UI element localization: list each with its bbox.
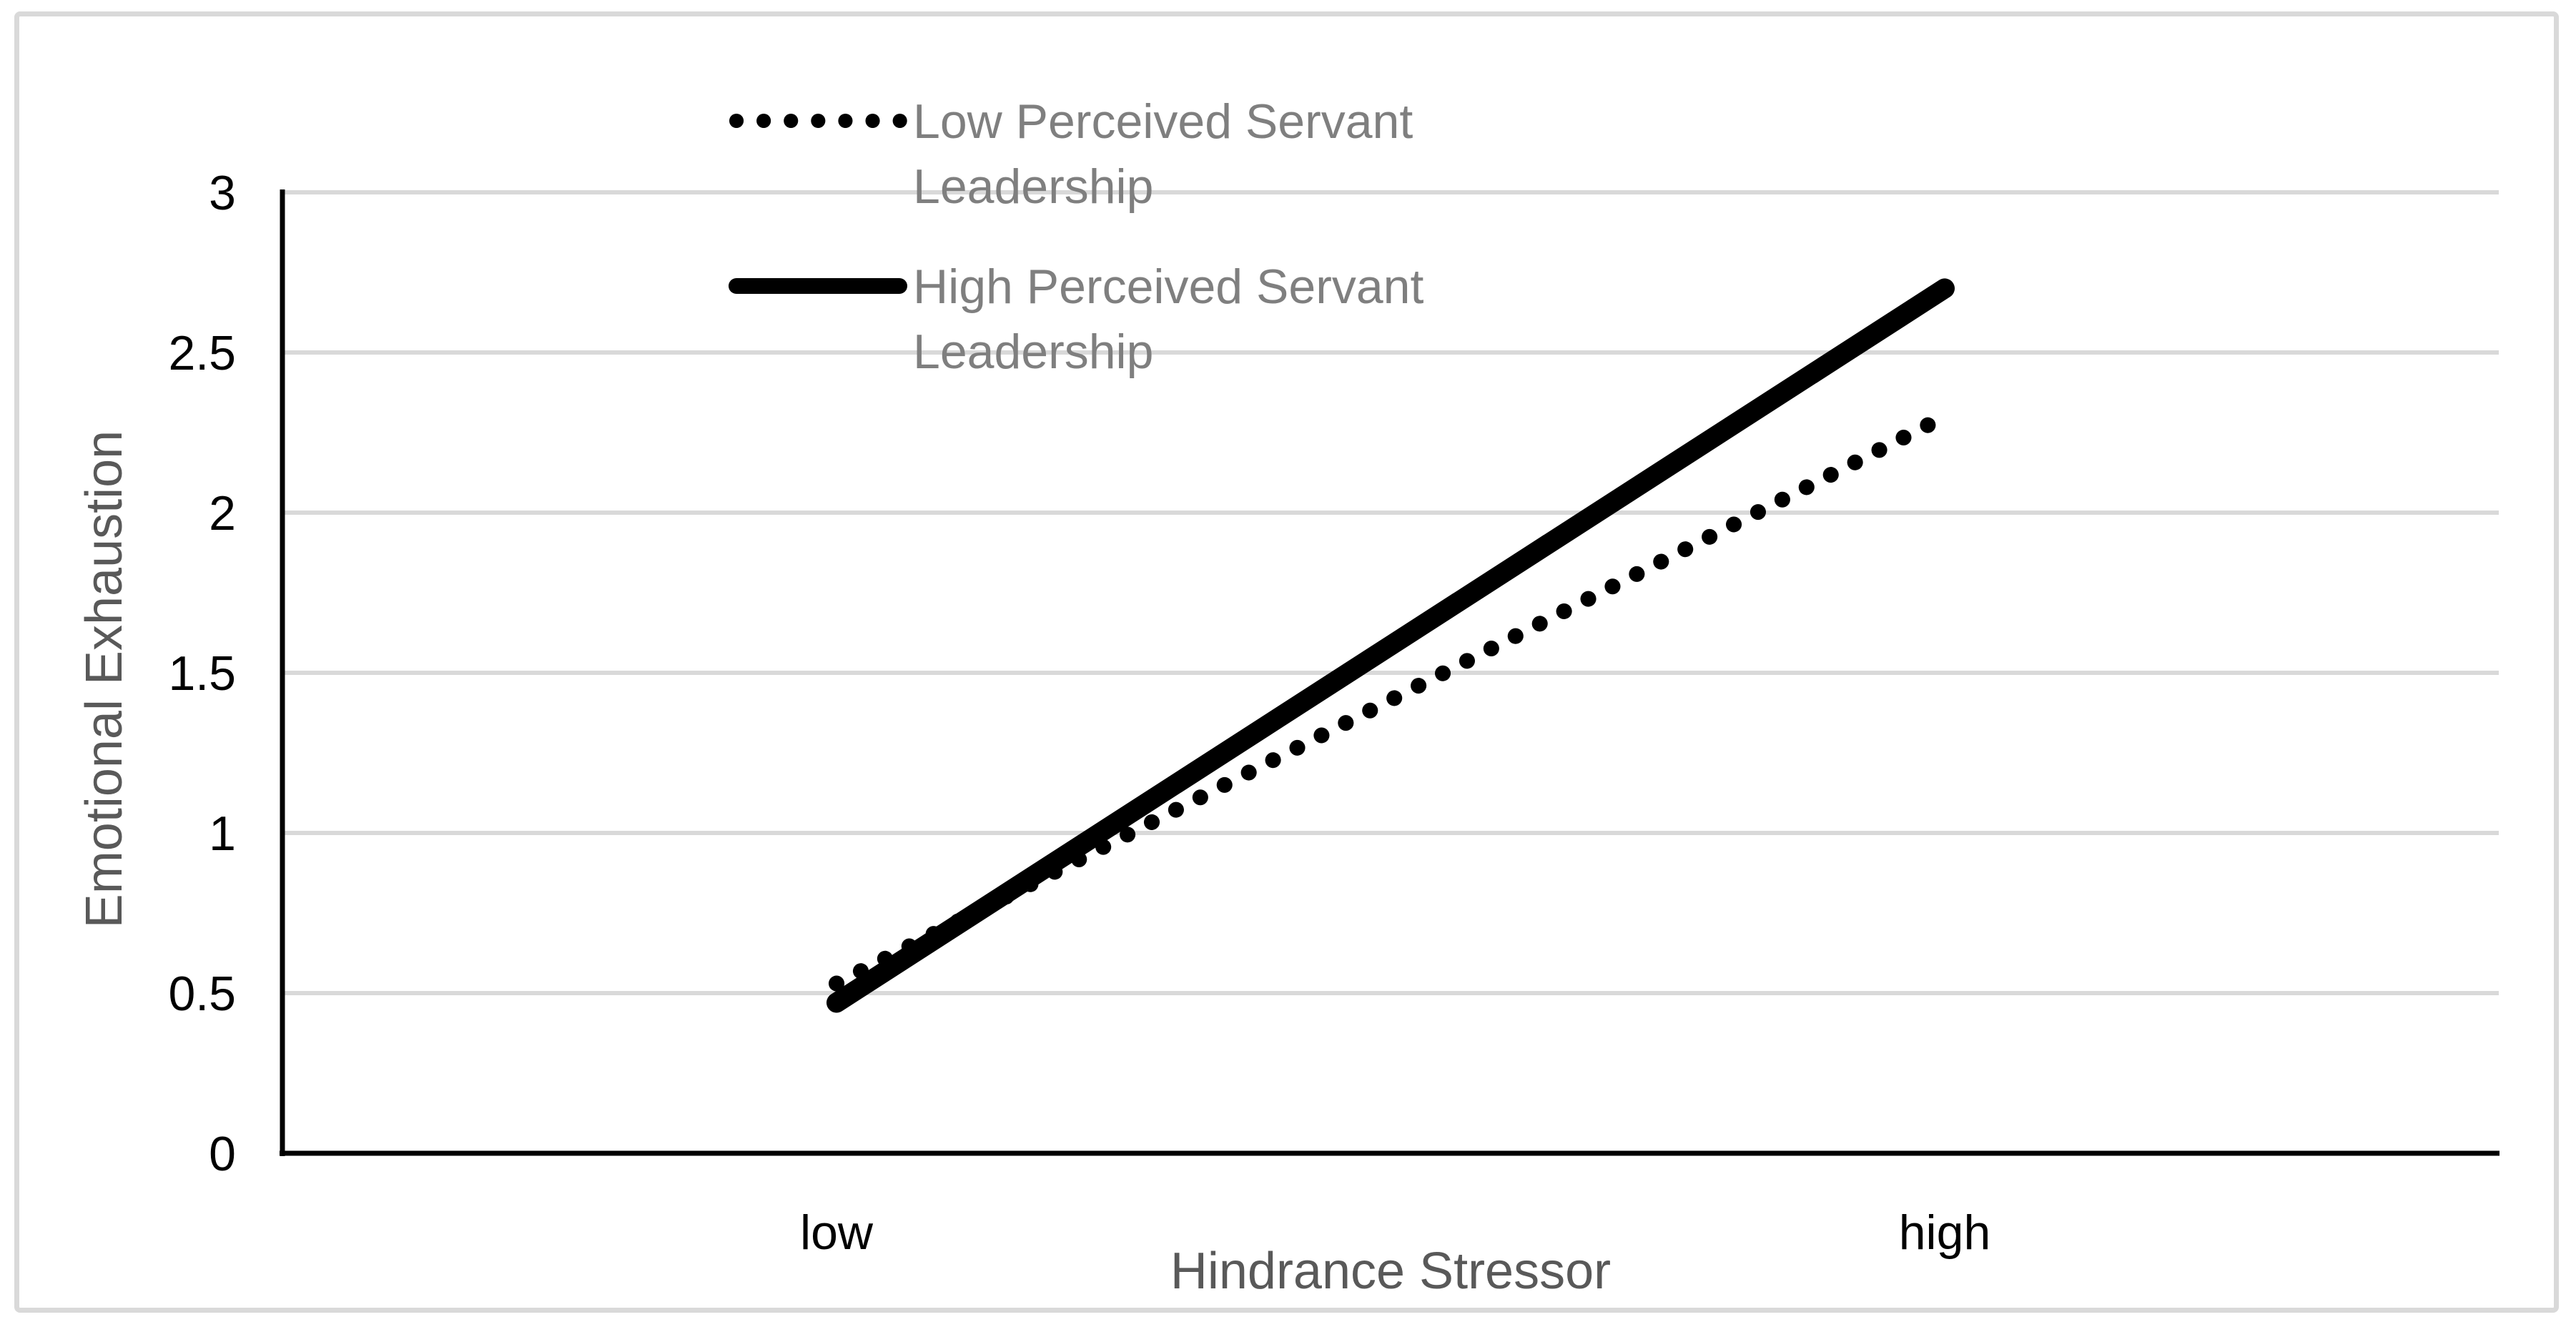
x-category-labels: low high: [800, 1205, 1990, 1260]
y-tick-label: 1: [209, 806, 236, 861]
y-tick-label: 3: [209, 166, 236, 220]
y-tick-label: 0.5: [168, 967, 236, 1021]
series-lines: [826, 278, 1955, 1013]
x-category-label: high: [1899, 1205, 1991, 1260]
legend-label-low-perceived: Low Perceived Servant Leadership: [913, 94, 1426, 214]
y-tick-label: 2: [209, 486, 236, 541]
y-tick-label: 2.5: [168, 326, 236, 380]
series-line-solid: [826, 278, 1955, 1013]
legend-label-high-perceived: High Perceived Servant Leadership: [913, 260, 1437, 379]
x-axis-title: Hindrance Stressor: [1170, 1243, 1611, 1300]
y-tick-label: 1.5: [168, 646, 236, 701]
figure-border: [14, 11, 2559, 1313]
y-tick-label: 0: [209, 1127, 236, 1181]
x-category-label: low: [800, 1205, 874, 1260]
y-axis-title: Emotional Exhaustion: [76, 430, 133, 928]
legend: Low Perceived Servant Leadership High Pe…: [729, 94, 1437, 379]
series-line-dotted: [829, 408, 1953, 992]
gridlines: [285, 190, 2499, 995]
y-tick-labels: 0 0.5 1 1.5 2 2.5 3: [168, 166, 236, 1181]
